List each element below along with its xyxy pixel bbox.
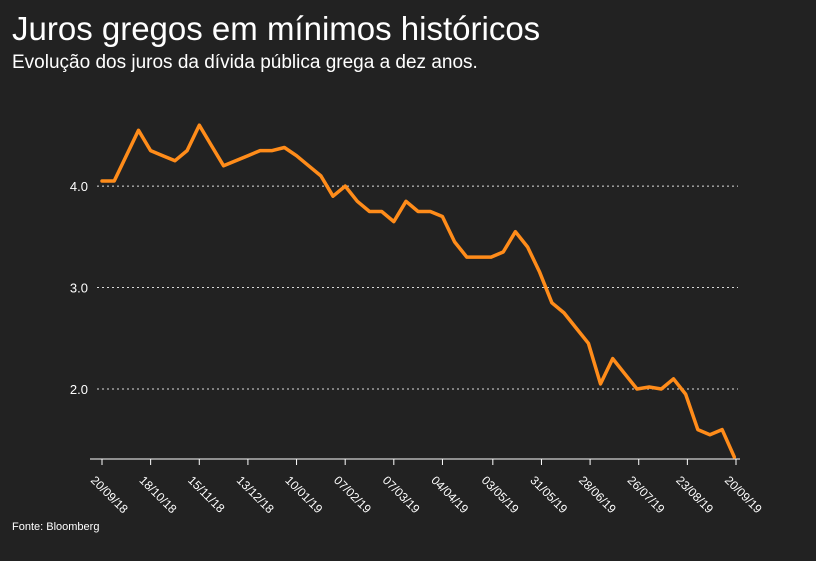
source: Fonte: Bloomberg <box>12 521 99 533</box>
chart-subtitle: Evolução dos juros da dívida pública gre… <box>12 52 478 73</box>
y-tick-label: 4.0 <box>70 179 88 194</box>
y-tick-label: 2.0 <box>70 382 88 397</box>
chart-title: Juros gregos em mínimos históricos <box>12 10 540 47</box>
data-line <box>100 123 737 459</box>
y-tick-label: 3.0 <box>70 281 88 296</box>
